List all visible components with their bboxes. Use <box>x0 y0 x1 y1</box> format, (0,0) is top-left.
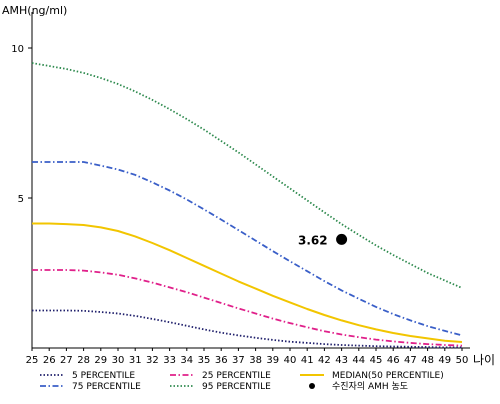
x-tick-label: 40 <box>284 355 297 366</box>
x-tick-label: 32 <box>146 355 159 366</box>
x-tick-label: 48 <box>421 355 434 366</box>
x-tick-label: 41 <box>301 355 314 366</box>
axes: 5 10 25 26 27 28 29 30 31 32 33 34 35 36 37 38 39 40 41 42 4… <box>11 12 470 366</box>
x-tick-label: 50 <box>456 355 469 366</box>
x-tick-label: 33 <box>163 355 176 366</box>
x-tick-label: 29 <box>94 355 107 366</box>
legend-label: 5 PERCENTILE <box>72 371 135 381</box>
series-line-median-50-percentile <box>32 222 463 343</box>
legend-label: MEDIAN(50 PERCENTILE) <box>332 371 444 381</box>
y-tick-label: 10 <box>11 44 24 55</box>
x-tick-label: 42 <box>318 355 331 366</box>
x-tick-label: 31 <box>129 355 142 366</box>
legend-label: 수진자의 AMH 농도 <box>332 381 408 392</box>
x-tick-label: 45 <box>370 355 383 366</box>
y-axis-label: AMH(ng/ml) <box>2 4 67 17</box>
x-tick-label: 27 <box>60 355 73 366</box>
x-tick-label: 46 <box>387 355 400 366</box>
x-tick-label: 37 <box>232 355 245 366</box>
series-line-5-percentile <box>32 309 462 349</box>
x-tick-label: 34 <box>180 355 193 366</box>
series-line-95-percentile <box>31 62 463 289</box>
series-line-75-percentile <box>32 161 463 337</box>
x-tick-label: 26 <box>43 355 56 366</box>
x-tick-label: 39 <box>266 355 279 366</box>
x-tick-label: 43 <box>335 355 348 366</box>
x-tick-label: 30 <box>112 355 125 366</box>
x-tick-label: 44 <box>352 355 365 366</box>
patient-amh-point <box>336 233 348 245</box>
x-tick-label: 49 <box>438 355 451 366</box>
x-tick-label: 38 <box>249 355 262 366</box>
legend-label: 25 PERCENTILE <box>202 371 271 381</box>
annotation-layer: 3.62 <box>298 233 348 247</box>
x-tick-label: 25 <box>26 355 39 366</box>
series-line-25-percentile <box>32 269 463 347</box>
x-axis-label: 나이 <box>473 353 495 367</box>
x-tick-label: 47 <box>404 355 417 366</box>
x-tick-label: 36 <box>215 355 228 366</box>
series-layer <box>31 62 463 349</box>
x-tick-label: 28 <box>77 355 90 366</box>
y-tick-label: 5 <box>18 194 24 205</box>
legend-label: 75 PERCENTILE <box>72 382 141 392</box>
patient-amh-value-label: 3.62 <box>298 233 328 247</box>
legend-patient-marker <box>309 383 315 389</box>
legend-label: 95 PERCENTILE <box>202 382 271 392</box>
x-tick-label: 35 <box>198 355 211 366</box>
